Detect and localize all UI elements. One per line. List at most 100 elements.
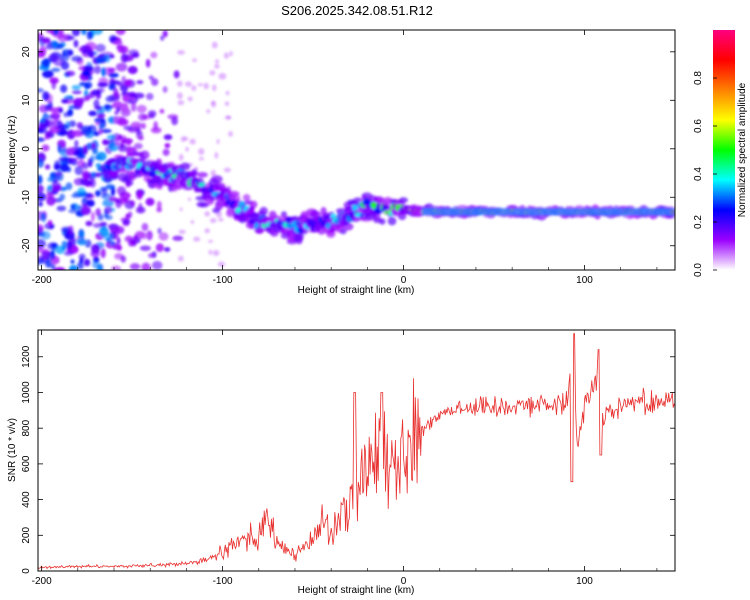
snr-y-tick-label: 1200 (21, 345, 32, 368)
noise-blob (125, 138, 132, 146)
ridge-halo (216, 199, 225, 208)
noise-blob (108, 67, 116, 73)
noise-blob (45, 43, 54, 50)
noise-blob (136, 80, 144, 85)
noise-blob (116, 237, 121, 245)
noise-blob (178, 229, 186, 235)
noise-blob (71, 84, 81, 91)
colorbar-tick-label: 0.4 (693, 167, 704, 181)
snr-y-tick-label: 600 (21, 455, 32, 472)
noise-blob (214, 151, 219, 159)
ridge-halo (249, 200, 258, 209)
noise-blob (92, 148, 99, 155)
noise-blob (140, 122, 147, 129)
noise-blob (45, 259, 53, 268)
ridge-halo (376, 197, 386, 203)
noise-blob (129, 263, 141, 270)
noise-blob (145, 197, 155, 206)
spectrogram-x-tick-label: 100 (576, 275, 593, 286)
noise-blob (198, 156, 205, 161)
ridge-halo (191, 169, 198, 177)
noise-blob (68, 95, 74, 101)
noise-blob (51, 40, 58, 49)
ridge-halo (199, 202, 210, 208)
noise-blob (65, 70, 76, 77)
noise-blob (100, 128, 112, 134)
ridge-halo (387, 216, 397, 226)
noise-blob (177, 99, 185, 106)
spectrogram-y-tick-label: 10 (21, 94, 32, 106)
noise-blob (61, 98, 69, 104)
noise-blob (38, 201, 43, 207)
noise-blob (51, 263, 56, 270)
noise-blob (218, 72, 227, 80)
noise-blob (85, 41, 97, 51)
ridge-halo (296, 236, 303, 245)
spectrogram-x-tick-label: 0 (401, 275, 407, 286)
noise-blob (108, 196, 118, 202)
noise-blob (211, 41, 218, 49)
noise-blob (81, 30, 87, 36)
noise-blob (98, 123, 104, 130)
noise-blob (163, 134, 173, 141)
spectrogram-x-axis-label: Height of straight line (km) (298, 285, 415, 296)
noise-blob (127, 65, 138, 75)
noise-blob (67, 225, 74, 235)
ridge-halo (211, 175, 223, 184)
noise-blob (55, 171, 62, 176)
noise-blob (95, 92, 102, 100)
noise-blob (116, 186, 127, 196)
noise-blob (63, 250, 74, 256)
noise-blob (88, 91, 96, 99)
noise-blob (189, 138, 196, 145)
noise-blob (204, 211, 211, 217)
noise-blob (122, 218, 131, 226)
noise-blob (93, 131, 100, 137)
noise-blob (147, 110, 157, 118)
noise-blob (57, 144, 62, 153)
noise-blob (38, 174, 43, 185)
noise-blob (115, 141, 120, 146)
noise-blob (38, 224, 44, 233)
snr-y-tick-label: 400 (21, 491, 32, 508)
noise-blob (42, 58, 50, 68)
noise-blob (65, 147, 75, 156)
noise-blob (229, 50, 233, 57)
noise-blob (177, 50, 185, 55)
snr-series-line (38, 333, 675, 570)
colorbar-label: Normalized spectral amplitude (737, 82, 748, 217)
noise-blob (52, 184, 62, 192)
noise-blob (98, 226, 109, 237)
noise-blob (93, 256, 100, 263)
spectrogram-frame (37, 29, 676, 271)
noise-blob (82, 144, 88, 155)
noise-blob (146, 230, 153, 241)
noise-blob (135, 206, 146, 214)
noise-blob (38, 246, 44, 254)
spectrogram-marks (38, 30, 675, 270)
snr-y-axis-label: SNR (10 * v/v) (7, 418, 18, 482)
noise-blob (92, 260, 100, 269)
noise-blob (47, 219, 53, 226)
noise-blob (127, 238, 135, 247)
noise-blob (226, 115, 231, 120)
noise-blob (38, 49, 46, 58)
colorbar-scale (713, 30, 735, 270)
noise-blob (153, 120, 158, 131)
noise-blob (80, 129, 92, 135)
noise-blob (90, 249, 100, 258)
noise-blob (218, 217, 224, 222)
noise-blob (54, 266, 66, 270)
noise-blob (193, 236, 201, 242)
noise-blob (94, 190, 101, 197)
noise-blob (59, 127, 67, 136)
noise-blob (145, 92, 154, 101)
noise-blob (90, 211, 95, 222)
noise-blob (217, 261, 226, 267)
noise-blob (176, 80, 183, 87)
noise-blob (84, 239, 92, 248)
ridge-halo (117, 144, 128, 152)
noise-blob (39, 122, 46, 131)
noise-blob (38, 104, 49, 113)
